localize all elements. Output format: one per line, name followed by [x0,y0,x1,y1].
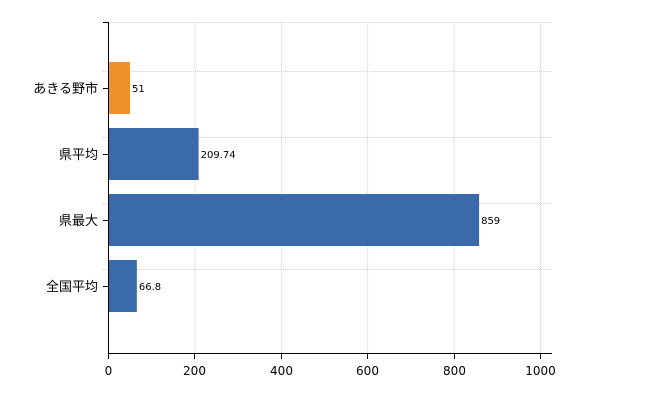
x-tick-label: 400 [270,364,293,378]
data-label: 209.74 [201,150,236,161]
category-label: 県最大 [59,214,98,229]
data-label: 66.8 [139,282,161,293]
data-label: 51 [132,84,145,95]
labels-layer: 51 あきる野市 209.74 県平均 859 県最大 66.8 全国平均 0 200 400 600… [33,81,556,378]
x-tick-label: 200 [183,364,206,378]
bars-layer [108,62,480,312]
x-tick-label: 800 [443,364,466,378]
bar [108,62,131,114]
category-label: 県平均 [59,148,98,163]
data-label: 859 [481,216,500,227]
bar [108,260,137,312]
grid-layer [103,22,552,353]
category-label: あきる野市 [33,81,98,97]
bar [108,128,199,180]
x-tick-label: 600 [356,364,379,378]
bar [108,194,480,246]
x-tick-label: 1000 [525,364,556,378]
category-label: 全国平均 [46,279,98,295]
axes-layer [103,22,552,359]
x-tick-label: 0 [105,364,113,378]
